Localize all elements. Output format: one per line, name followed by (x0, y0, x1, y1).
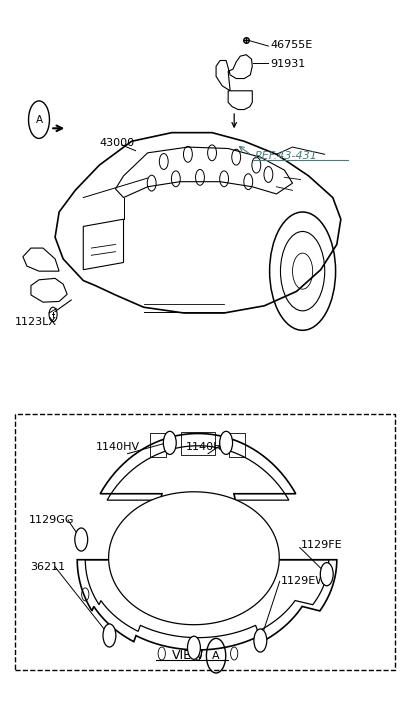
Text: 1140HV: 1140HV (186, 442, 230, 452)
Text: 1129GG: 1129GG (29, 515, 74, 525)
Circle shape (163, 431, 176, 454)
Text: VIEW: VIEW (172, 649, 204, 662)
Polygon shape (109, 491, 279, 624)
Circle shape (220, 431, 233, 454)
Circle shape (75, 528, 88, 551)
Text: 1123LX: 1123LX (15, 317, 57, 326)
Text: A: A (212, 651, 220, 661)
Text: 91931: 91931 (271, 59, 306, 69)
Text: 1140HV: 1140HV (95, 442, 140, 452)
Circle shape (320, 563, 333, 586)
Text: REF.43-431: REF.43-431 (254, 150, 317, 161)
Circle shape (188, 636, 200, 659)
Circle shape (103, 624, 116, 647)
Circle shape (254, 629, 267, 652)
Text: 1129FE: 1129FE (301, 540, 342, 550)
Text: 36211: 36211 (30, 562, 65, 572)
Text: 43000: 43000 (100, 137, 135, 148)
Text: A: A (35, 115, 42, 124)
Text: 1129EW: 1129EW (280, 577, 327, 587)
Text: 46755E: 46755E (271, 40, 313, 49)
